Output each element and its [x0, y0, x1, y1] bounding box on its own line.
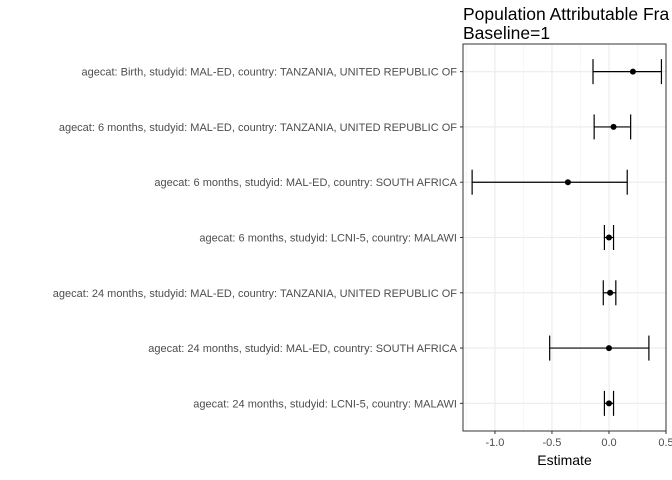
row-6-interval [549, 335, 650, 361]
x-tick-label: 0.5 [658, 437, 672, 449]
point-estimate [607, 289, 614, 296]
y-tick-label: agecat: 24 months, studyid: LCNI-5, coun… [193, 398, 457, 410]
y-tick-label: agecat: 6 months, studyid: LCNI-5, count… [199, 233, 457, 245]
point-estimate [605, 400, 612, 407]
row-1-interval [592, 59, 663, 85]
grid-layer [463, 44, 667, 431]
x-tick-label: -1.0 [485, 437, 504, 449]
row-3-interval [471, 169, 628, 195]
y-tick-label: agecat: 6 months, studyid: MAL-ED, count… [59, 122, 457, 134]
y-tick-label: agecat: 24 months, studyid: MAL-ED, coun… [53, 288, 458, 300]
point-estimate [564, 179, 571, 186]
y-tick-label: agecat: Birth, studyid: MAL-ED, country:… [81, 67, 457, 79]
point-estimate [605, 345, 612, 352]
chart-title: Population Attributable Fra [463, 4, 670, 24]
point-estimate [629, 68, 636, 75]
point-estimate [610, 123, 617, 130]
row-5-interval [602, 280, 617, 306]
y-axis: agecat: Birth, studyid: MAL-ED, country:… [53, 67, 463, 410]
y-tick-label: agecat: 24 months, studyid: MAL-ED, coun… [148, 343, 457, 355]
row-4-interval [603, 225, 615, 250]
x-tick-label: 0.0 [601, 437, 616, 449]
x-axis: -1.0 -0.5 0.0 0.5 [485, 431, 672, 449]
point-estimate [605, 234, 612, 241]
chart-subtitle: Baseline=1 [463, 23, 551, 43]
row-7-interval [603, 390, 615, 416]
row-2-interval [593, 114, 632, 140]
y-tick-label: agecat: 6 months, studyid: MAL-ED, count… [154, 177, 457, 189]
x-axis-label: Estimate [537, 452, 592, 468]
marks-layer [471, 59, 663, 416]
x-tick-label: -0.5 [542, 437, 561, 449]
